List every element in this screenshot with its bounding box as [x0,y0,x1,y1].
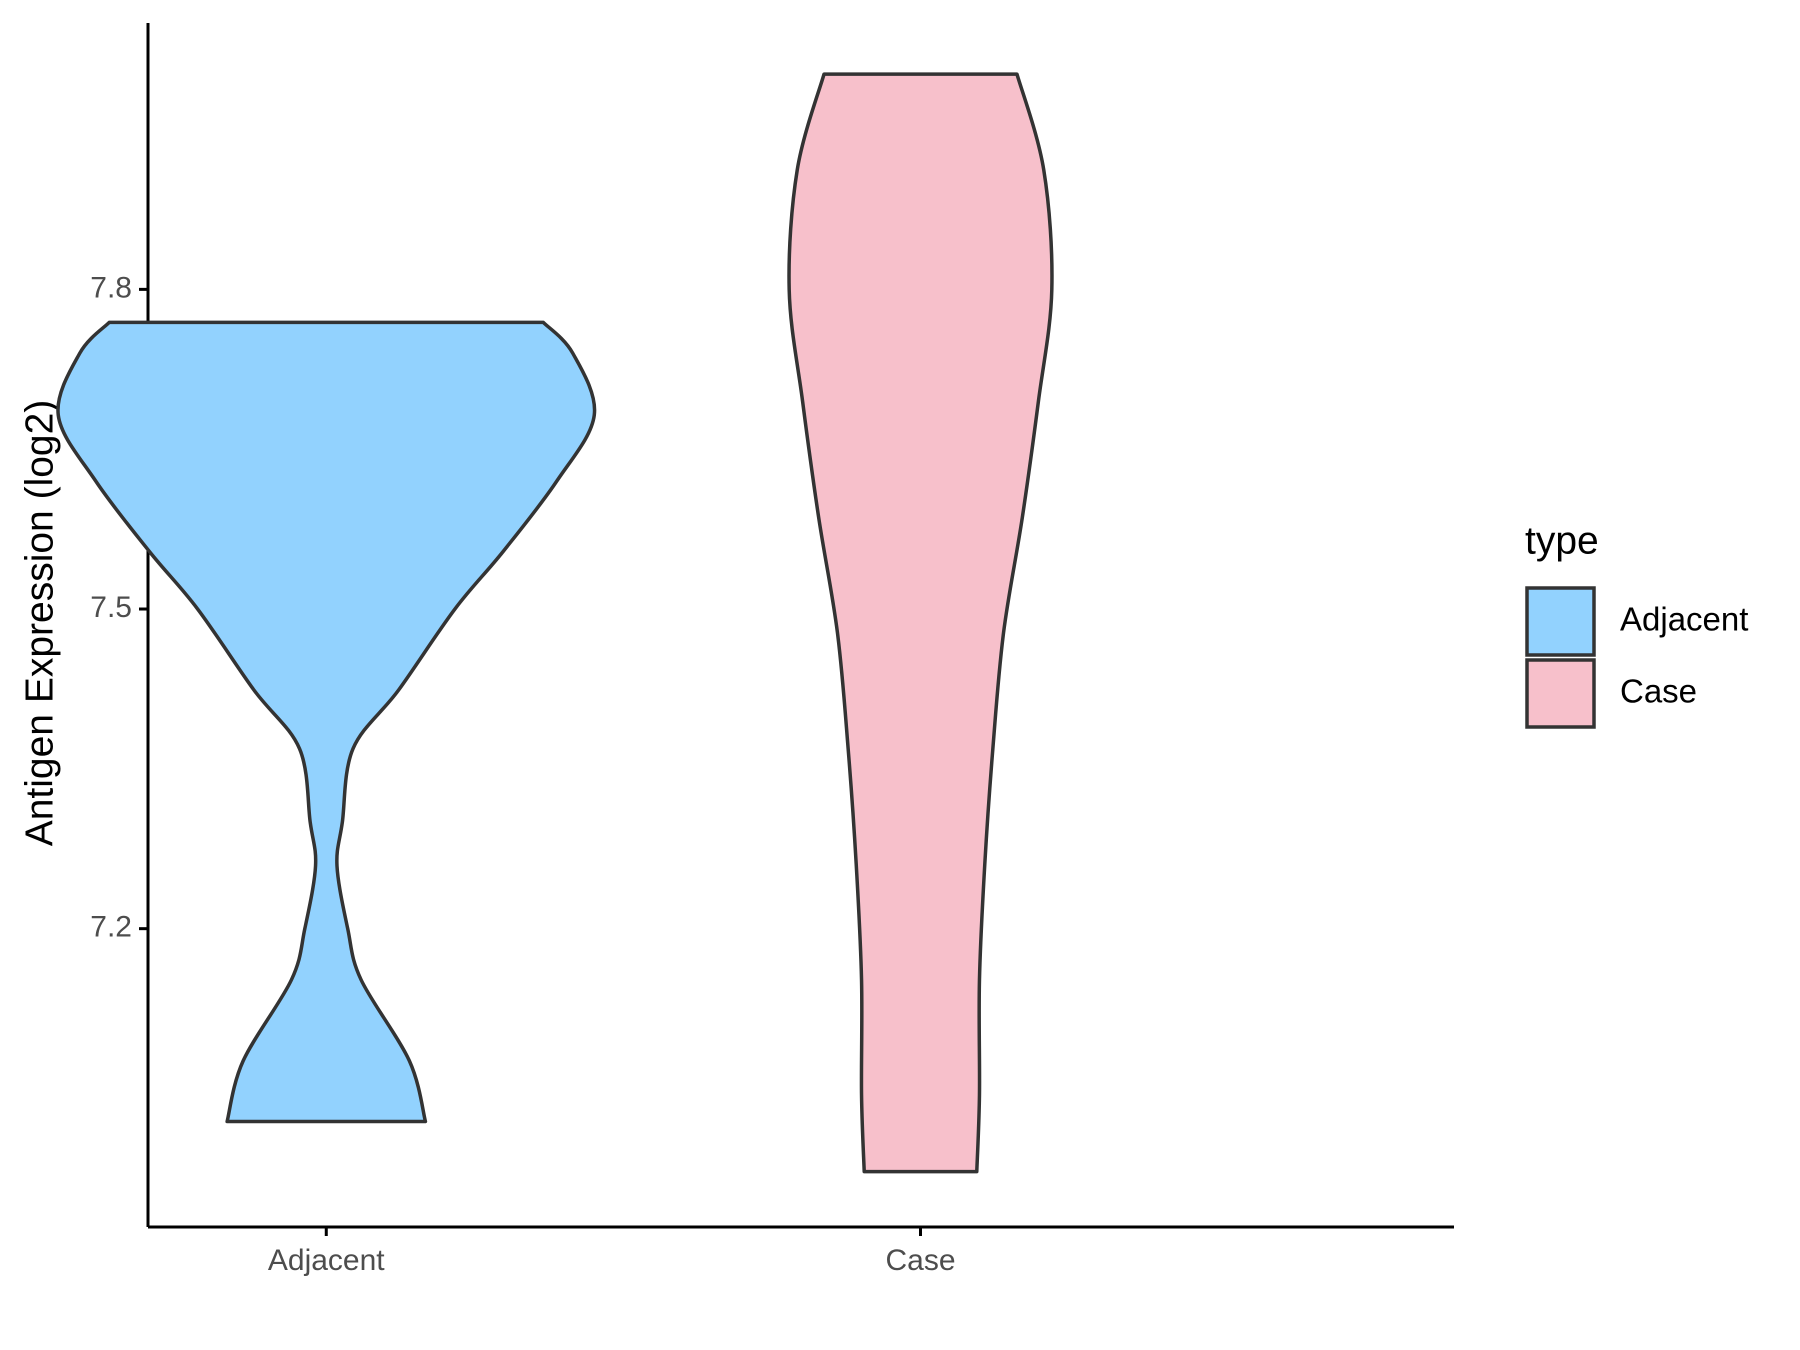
y-tick-label: 7.2 [90,911,132,944]
y-tick-label: 7.5 [90,591,132,624]
violin-body [787,72,1054,1174]
y-tick-label: 7.8 [90,271,132,304]
legend-label: Case [1620,673,1697,710]
legend-title: type [1525,519,1599,562]
y-axis-title: Antigen Expression (log2) [18,400,61,847]
x-tick-label: Case [885,1244,955,1277]
legend-key [1525,658,1596,729]
x-tick-label: Adjacent [268,1244,385,1277]
legend-key [1525,586,1596,657]
violin-body [56,320,597,1124]
legend-label: Adjacent [1620,601,1748,638]
